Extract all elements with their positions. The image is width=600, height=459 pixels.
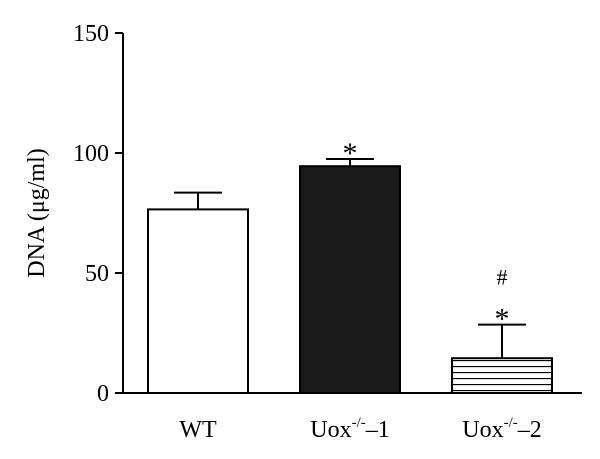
x-tick-label-base: WT bbox=[179, 417, 217, 443]
significance-asterisk: * bbox=[343, 137, 358, 170]
y-tick-label: 150 bbox=[73, 21, 109, 47]
x-tick-label: Uox-/-–2 bbox=[462, 415, 542, 443]
x-tick-label-suffix: –1 bbox=[365, 417, 390, 443]
x-tick-label-suffix: –2 bbox=[517, 417, 542, 443]
significance-hash: # bbox=[497, 265, 508, 290]
significance-asterisk: * bbox=[495, 303, 510, 336]
x-tick-label-base: Uox bbox=[462, 417, 503, 443]
x-tick-label-base: Uox bbox=[310, 417, 351, 443]
bar bbox=[451, 357, 553, 395]
x-tick-label-superscript: -/- bbox=[504, 415, 518, 431]
y-tick-label: 0 bbox=[97, 381, 109, 407]
y-axis: 0 50 100 150 DNA (μg/ml) bbox=[24, 21, 124, 407]
bar bbox=[147, 208, 249, 394]
x-tick-label: Uox-/-–1 bbox=[310, 415, 390, 443]
bars bbox=[147, 158, 553, 395]
bar bbox=[299, 165, 401, 394]
y-axis-title: DNA (μg/ml) bbox=[24, 148, 50, 278]
labels: * * # bbox=[343, 137, 510, 336]
x-axis: WT Uox-/-–1 Uox-/-–2 bbox=[122, 392, 582, 443]
y-tick-label: 50 bbox=[85, 261, 109, 287]
x-tick-label: WT bbox=[179, 417, 217, 443]
x-tick-label-superscript: -/- bbox=[352, 415, 366, 431]
y-tick-label: 100 bbox=[73, 141, 109, 167]
